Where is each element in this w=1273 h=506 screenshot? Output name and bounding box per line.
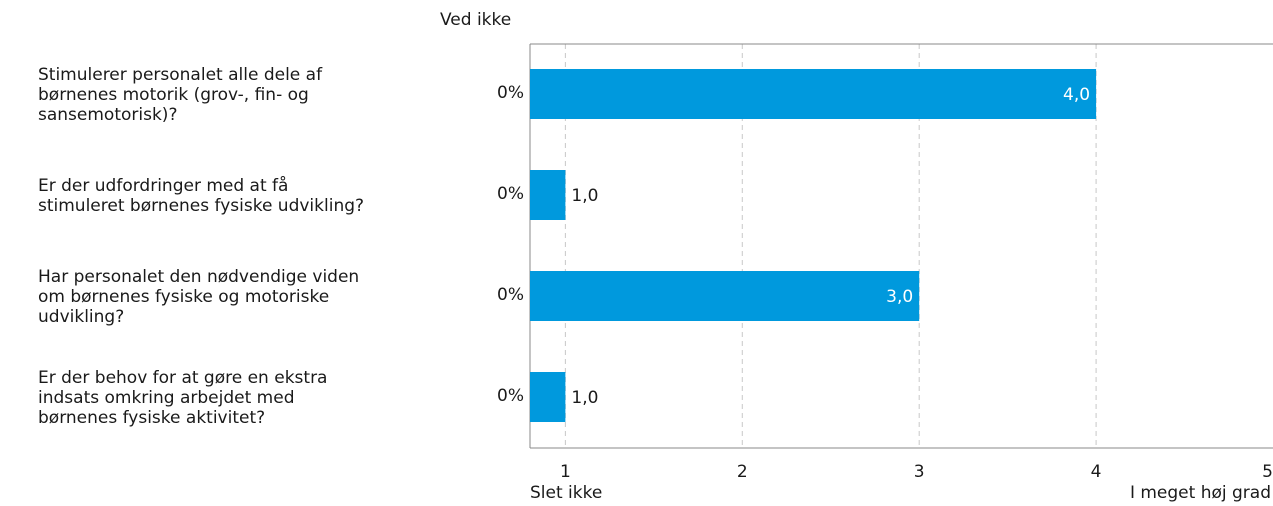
scale-min-label: Slet ikke [530,483,603,503]
bar-value-label-3: 3,0 [886,287,913,307]
bar-2 [530,170,566,220]
bar-value-label-2: 1,0 [571,186,598,206]
scale-max-label: I meget høj grad [1129,483,1271,503]
question-label-2: Er der udfordringer med at få stimuleret… [38,176,365,216]
bar-3 [530,271,920,321]
dont-know-pct-2: 0% [497,184,524,204]
question-label-3: Har personalet den nødvendige viden om b… [38,267,360,327]
question-label-4: Er der behov for at gøre en ekstra indsa… [38,368,328,428]
question-label-1: Stimulerer personalet alle dele af børne… [38,65,323,125]
x-tick-label-3: 3 [913,462,925,482]
x-tick-label-5: 5 [1262,462,1273,482]
dont-know-pct-4: 0% [497,386,524,406]
dont-know-header: Ved ikke [440,10,512,30]
x-tick-label-4: 4 [1090,462,1102,482]
bar-value-label-1: 4,0 [1063,85,1090,105]
bar-1 [530,69,1097,119]
x-tick-label-1: 1 [559,462,571,482]
dont-know-pct-3: 0% [497,285,524,305]
bar-4 [530,372,566,422]
x-tick-label-2: 2 [736,462,748,482]
dont-know-pct-1: 0% [497,83,524,103]
bar-value-label-4: 1,0 [571,388,598,408]
